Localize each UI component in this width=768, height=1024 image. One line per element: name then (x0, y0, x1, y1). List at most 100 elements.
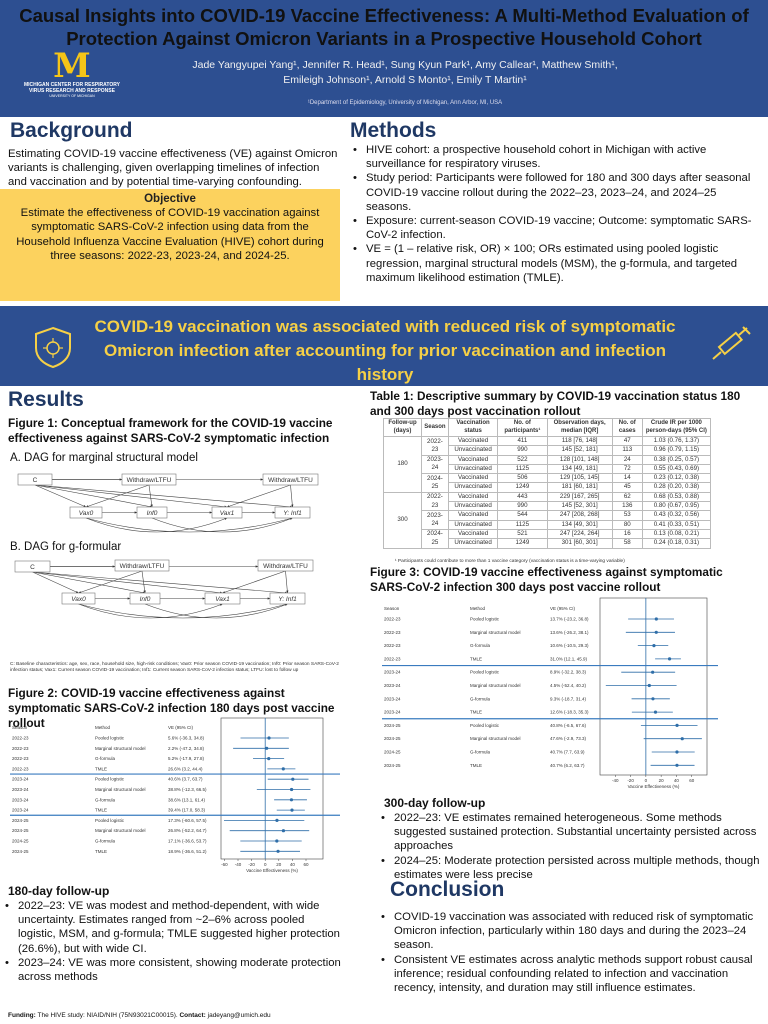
point-estimate (651, 697, 655, 701)
x-tick-label: -20 (248, 862, 255, 867)
table-cell: 522 (497, 454, 548, 465)
x-tick-label: 60 (689, 778, 695, 783)
table-row: 300 2022-23 Vaccinated 443 229 [167, 265] 62 0… (383, 491, 712, 549)
logo: M MICHIGAN CENTER FOR RESPIRATORY VIRUS … (22, 49, 122, 99)
table-cell: Vaccinated (447, 473, 499, 484)
table-header: Season (420, 418, 449, 437)
ve-label: 40.7% (7.7, 63.9) (550, 750, 585, 755)
table-cell: 47 (611, 435, 643, 447)
dag-node-w1: Withdraw/LTFU (120, 563, 165, 570)
column-header: VE (95% CI) (550, 606, 576, 611)
objective-box: Objective Estimate the effectiveness of … (0, 189, 340, 301)
column-header: Method (470, 606, 486, 611)
table-cell: 134 [49, 301] (546, 519, 613, 530)
ve-label: 13.6% (-26.2, 38.1) (550, 630, 589, 635)
dag-node-inf0: Inf0 (147, 510, 158, 517)
table-cell: 506 (497, 473, 548, 484)
table-cell: 229 [167, 265] (546, 491, 613, 503)
point-estimate (652, 644, 656, 648)
table-cell: 0.68 (0.53, 0.88) (641, 491, 712, 503)
dag-node-vax1: Vax1 (215, 596, 230, 603)
table1-title: Table 1: Descriptive summary by COVID-19… (370, 389, 741, 418)
table-row: 2024-25 Vaccinated 521 247 [224, 264] 16 0.13… (384, 528, 712, 549)
methods-bullet: VE = (1 – relative risk, OR) × 100; ORs … (350, 242, 760, 285)
ve-label: 2.2% (-47.2, 34.8) (168, 746, 205, 751)
season-label: 2023-24 (384, 670, 401, 675)
methods-bullet: HIVE cohort: a prospective household coh… (350, 143, 760, 171)
ve-label: 5.6% (-36.3, 34.8) (168, 736, 205, 741)
dag-node-box (262, 473, 319, 486)
background-text: Estimating COVID-19 vaccine effectivenes… (8, 148, 338, 189)
ve-label: 5.2% (-17.9, 27.8) (168, 756, 205, 761)
dag-node-y: Y: Inf1 (278, 596, 297, 603)
methods-bullet: Exposure: current-season COVID-19 vaccin… (350, 214, 760, 242)
point-estimate (291, 777, 295, 781)
dag-node-box (274, 506, 311, 519)
method-label: Pooled logistic (95, 777, 125, 782)
conclusion-list: COVID-19 vaccination was associated with… (378, 910, 763, 995)
table-cell: 1125 (497, 463, 548, 475)
dag-node-box (121, 473, 177, 486)
point-estimate (289, 787, 294, 792)
dag-node-box (61, 592, 96, 605)
followup180-bullet: 2022–23: VE was modest and method-depend… (2, 899, 342, 956)
x-tick-label: -40 (235, 862, 242, 867)
banner-text: COVID-19 vaccination was associated with… (94, 317, 676, 384)
ve-label: 40.7% (6.2, 63.7) (550, 763, 585, 768)
season-label: 2022-23 (384, 643, 401, 648)
column-header: Method (95, 725, 111, 730)
contact-email[interactable]: jadeyang@umich.edu (205, 1012, 271, 1019)
point-estimate (290, 808, 294, 812)
dag-node-w2: Withdraw/LTFU (263, 563, 308, 570)
affiliation: ¹Department of Epidemiology, University … (307, 100, 503, 106)
conclusion-bullet: Consistent VE estimates across analytic … (378, 953, 763, 996)
objective-text: Estimate the effectiveness of COVID-19 v… (16, 207, 324, 262)
ve-label: 40.6% (3.7, 63.7) (168, 777, 203, 782)
table1-footnote: ¹ Participants could contribute to more … (395, 559, 625, 564)
column-header: VE (95% CI) (168, 725, 194, 730)
table-row: Unvaccinated 1125 134 [49, 301] 80 0.41 (0.3… (384, 519, 712, 530)
results-heading: Results (8, 388, 84, 411)
background-heading: Background (10, 119, 133, 142)
table-cell: Unvaccinated (447, 538, 499, 549)
conclusion-bullet: COVID-19 vaccination was associated with… (378, 910, 763, 953)
plot-frame (599, 597, 708, 776)
season-label: 2023-24 (12, 787, 29, 792)
table-cell: 0.96 (0.79, 1.15) (641, 445, 712, 456)
dag-node-box (129, 592, 161, 605)
virus-shield-icon (35, 326, 71, 369)
dag-a-title: A. DAG for marginal structural model (10, 452, 198, 464)
funding-label: Funding: (8, 1012, 36, 1019)
dag-node-box (211, 506, 243, 519)
point-estimate (647, 683, 651, 688)
ve-label: 39.4% (17.0, 58.3) (168, 808, 206, 813)
table-cell: 0.38 (0.25, 0.57) (641, 454, 712, 465)
table-cell: 14 (611, 473, 643, 484)
method-label: Pooled logistic (470, 670, 500, 675)
table-cell: 72 (611, 463, 643, 475)
ve-label: 10.6% (-10.5, 29.3) (550, 643, 589, 648)
table-cell: 0.28 (0.20, 0.38) (641, 482, 712, 493)
dag-arrow (151, 517, 293, 533)
table-header: No. of cases (611, 418, 643, 437)
table-cell: Vaccinated (447, 435, 499, 447)
table-cell: 990 (497, 501, 548, 512)
point-estimate (651, 670, 655, 674)
followup300-bullet: 2024–25: Moderate protection persisted a… (378, 854, 763, 882)
season-label: 2023-24 (384, 696, 401, 701)
season-label: 2024-25 (384, 750, 401, 755)
method-label: Pooled logistic (95, 818, 125, 823)
dag-arrow (32, 571, 223, 594)
ve-label: 47.6% (-2.9, 73.3) (550, 736, 587, 741)
ve-label: 12.6% (-18.3, 35.3) (550, 710, 589, 715)
season-label: 2024-25 (384, 763, 401, 768)
dag-arrow (32, 571, 146, 594)
x-tick-label: -40 (612, 778, 619, 783)
logo-sub: UNIVERSITY OF MICHIGAN (49, 94, 95, 98)
dag-arrow (85, 517, 228, 533)
x-tick-label: 0 (264, 862, 267, 867)
method-label: G-formula (95, 797, 116, 802)
method-label: TMLE (95, 766, 107, 771)
table-cell: 1249 (497, 482, 548, 493)
table-cell: 45 (611, 482, 643, 493)
